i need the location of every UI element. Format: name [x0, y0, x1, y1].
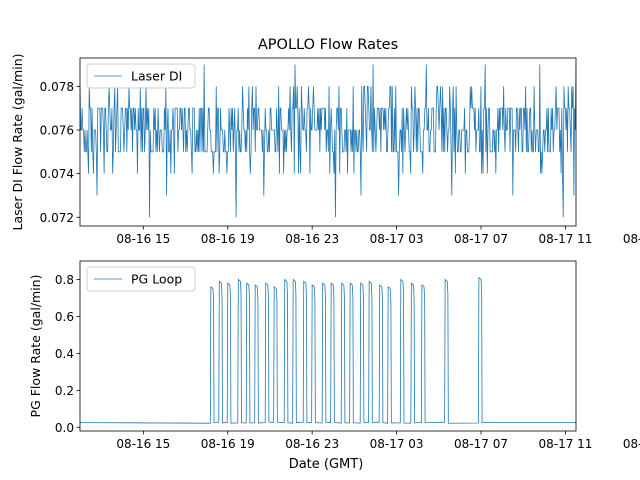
- y-tick-label: 0.0: [55, 421, 74, 435]
- legend-box: [86, 266, 196, 292]
- y-tick-label: 0.8: [55, 273, 74, 287]
- axes-frame: [79, 260, 577, 432]
- x-tick-label: 08-17 15: [623, 232, 640, 246]
- chart-title: APOLLO Flow Rates: [258, 37, 398, 53]
- x-tick-label: 08-17 11: [538, 232, 592, 246]
- y-axis-label: Laser DI Flow Rate (gal/min): [10, 54, 25, 231]
- legend-box: [86, 63, 196, 89]
- y-tick-label: 0.072: [40, 211, 74, 225]
- x-tick-label: 08-16 15: [116, 232, 170, 246]
- y-axis-label: PG Flow Rate (gal/min): [28, 275, 43, 418]
- legend: PG Loop: [86, 266, 196, 292]
- x-tick-label: 08-17 15: [623, 437, 640, 451]
- legend-label: PG Loop: [131, 272, 182, 287]
- legend-label: Laser DI: [131, 69, 182, 84]
- x-tick-label: 08-16 19: [201, 437, 255, 451]
- x-tick-label: 08-16 15: [116, 437, 170, 451]
- y-tick-label: 0.6: [55, 310, 74, 324]
- y-tick-label: 0.076: [40, 124, 74, 138]
- x-axis-label: Date (GMT): [289, 457, 364, 472]
- y-tick-label: 0.4: [55, 347, 74, 361]
- x-tick-label: 08-16 23: [285, 232, 339, 246]
- x-tick-label: 08-17 03: [370, 437, 424, 451]
- laser-di-panel: 0.072 0.074 0.076 0.078 08-16 15 08-16 19 08-1…: [10, 54, 640, 246]
- x-tick-label: 08-17 11: [538, 437, 592, 451]
- y-tick-label: 0.078: [40, 80, 74, 94]
- laser-di-series-line: [80, 64, 576, 218]
- x-tick-label: 08-17 03: [370, 232, 424, 246]
- x-tick-label: 08-16 19: [201, 232, 255, 246]
- x-tick-label: 08-17 07: [454, 437, 508, 451]
- axes-frame: [79, 57, 577, 227]
- pg-loop-panel: 0.0 0.2 0.4 0.6 0.8 08-16 15 08-16 19 08-16 23 0…: [28, 260, 640, 451]
- pg-loop-series-line: [80, 276, 576, 424]
- x-tick-label: 08-17 07: [454, 232, 508, 246]
- x-tick-label: 08-16 23: [285, 437, 339, 451]
- legend: Laser DI: [86, 63, 196, 89]
- y-tick-label: 0.2: [55, 384, 74, 398]
- y-tick-label: 0.074: [40, 167, 74, 181]
